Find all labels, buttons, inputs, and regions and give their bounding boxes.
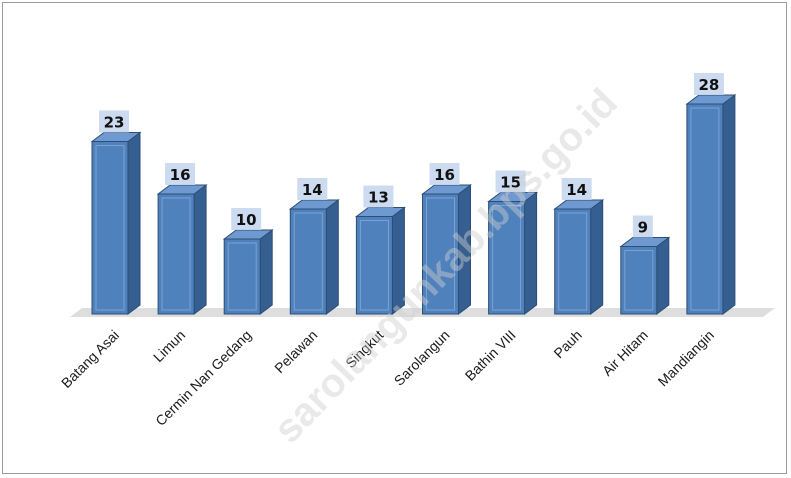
bar-highlight <box>227 242 257 311</box>
bar-highlight <box>624 250 654 311</box>
bar-front-face <box>223 238 261 315</box>
bar-front-face <box>157 193 195 315</box>
value-label: 9 <box>638 219 648 237</box>
bar-front-face <box>91 141 129 315</box>
bar-front-face <box>355 216 393 315</box>
bar-side-face <box>524 191 538 315</box>
bar-highlight <box>161 197 191 311</box>
value-label: 14 <box>302 181 323 199</box>
value-label: 16 <box>170 166 191 184</box>
bar-3 <box>222 229 274 315</box>
value-label-box <box>99 110 129 133</box>
bar-front-face <box>422 193 459 315</box>
bar-7 <box>487 191 539 315</box>
value-label-box <box>231 208 262 230</box>
value-label-box <box>429 163 460 185</box>
category-label: Singkut <box>342 327 386 371</box>
category-label: Batang Asai <box>58 327 122 391</box>
bar-highlight <box>293 212 323 311</box>
bar-6 <box>421 184 472 315</box>
bar-front-face <box>686 103 724 315</box>
value-label: 13 <box>368 189 389 207</box>
bar-9 <box>619 236 671 315</box>
bar-highlight <box>426 197 455 311</box>
bar-highlight <box>558 212 588 311</box>
value-labels: 23 16 10 14 13 16 15 14 9 28 <box>99 73 724 238</box>
category-label: Sarolangun <box>391 327 453 389</box>
category-label: Limun <box>150 327 188 365</box>
value-label-box <box>561 178 592 200</box>
bar-highlight <box>95 145 125 311</box>
value-label-box <box>297 178 328 200</box>
bar-front-face <box>620 246 658 315</box>
category-label: Air Hitam <box>599 327 651 379</box>
category-label: Bathin VIII <box>462 327 519 384</box>
bar-4 <box>288 199 340 315</box>
category-label: Mandiangin <box>655 327 718 390</box>
category-label: Pelawan <box>271 327 320 376</box>
bar-highlight <box>492 205 522 311</box>
value-label-box <box>495 170 526 193</box>
value-label-box <box>165 163 196 185</box>
bar-side-face <box>259 229 273 315</box>
bar-side-face <box>325 199 339 315</box>
bar-side-face <box>722 94 736 315</box>
bar-side-face <box>193 184 207 315</box>
bar-front-face <box>488 201 526 315</box>
bar-side-face <box>391 206 405 315</box>
value-label-box <box>693 73 724 95</box>
bar-highlight <box>690 107 720 311</box>
bar-front-face <box>289 208 327 315</box>
bar-front-face <box>554 208 592 315</box>
bar-side-face <box>590 199 604 315</box>
bar-highlight <box>359 220 389 311</box>
bar-10 <box>685 94 737 315</box>
value-label: 10 <box>236 211 257 229</box>
bar-5 <box>354 206 406 315</box>
bar-2 <box>156 184 208 315</box>
category-label: Pauh <box>550 327 584 361</box>
value-label: 28 <box>698 76 719 94</box>
bar-side-face <box>458 184 471 315</box>
bar-side-face <box>127 131 141 315</box>
value-label-box <box>363 185 394 208</box>
value-label: 15 <box>500 174 521 192</box>
value-label: 16 <box>434 166 455 184</box>
value-label: 14 <box>566 181 587 199</box>
value-label: 23 <box>104 114 125 132</box>
bar-side-face <box>656 236 670 315</box>
value-label-box <box>632 215 653 238</box>
bars <box>90 94 737 315</box>
bar-8 <box>553 199 605 315</box>
bar-1 <box>90 131 142 315</box>
